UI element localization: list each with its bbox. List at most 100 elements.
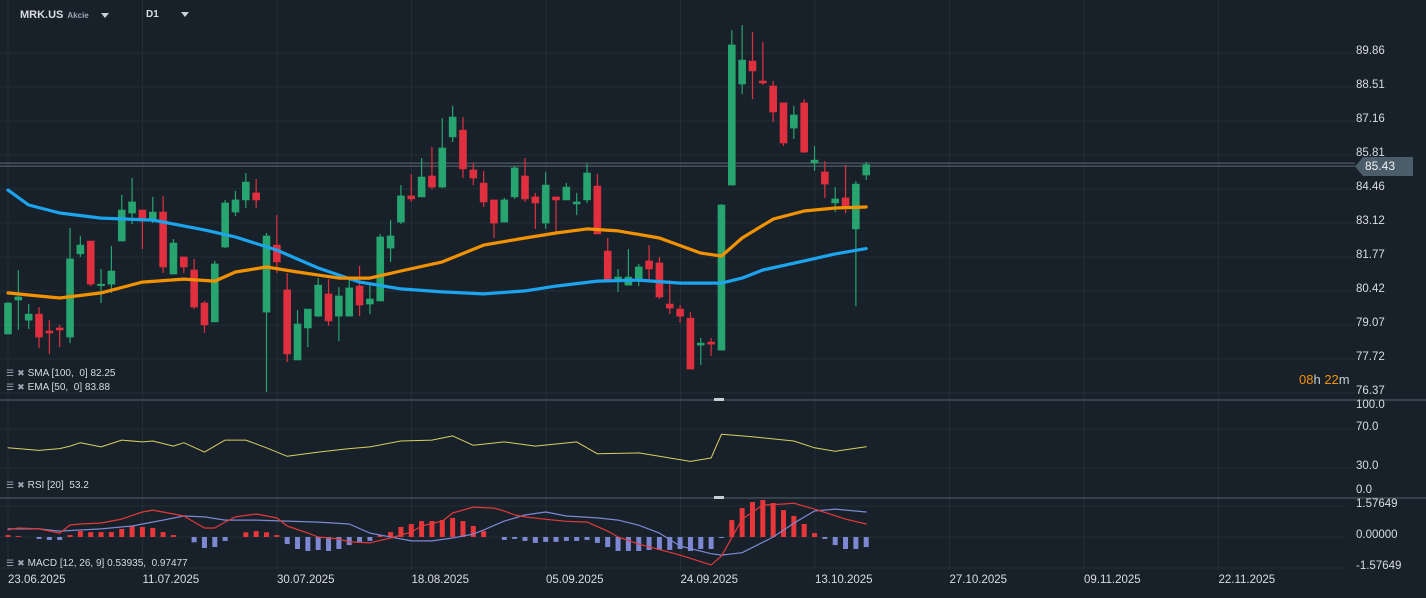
candle-body	[438, 147, 447, 188]
timeframe-label: D1	[146, 9, 159, 20]
candle	[242, 172, 250, 209]
price-axis-label: 85.81	[1356, 147, 1385, 159]
candle	[769, 80, 777, 123]
candle	[438, 118, 447, 189]
date-axis-label: 23.06.2025	[8, 574, 66, 586]
date-axis-label: 13.10.2025	[815, 574, 873, 586]
date-axis-label: 30.07.2025	[277, 574, 335, 586]
candle-countdown: 08h 22m	[1299, 372, 1350, 387]
candle	[583, 163, 591, 203]
macd-histogram-bar	[5, 535, 11, 537]
timeframe-selector[interactable]: D1	[146, 9, 189, 20]
candle	[128, 178, 136, 225]
candle-body	[55, 327, 64, 331]
settings-icon[interactable]: ☰	[6, 480, 15, 490]
ema-legend[interactable]: ☰ ✖ EMA [50, 0] 83.88	[6, 382, 110, 393]
candle	[97, 268, 105, 304]
candle-body	[510, 167, 519, 198]
macd-histogram-bar	[326, 537, 332, 551]
candle-body	[769, 85, 777, 113]
macd-histogram-bar	[532, 537, 538, 543]
candle-body	[345, 287, 354, 317]
macd-histogram-bar	[832, 537, 838, 546]
macd-histogram-bar	[191, 537, 197, 543]
candle	[190, 258, 198, 310]
macd-histogram-bar	[336, 537, 342, 549]
candle	[107, 246, 116, 293]
macd-legend-label: MACD [12, 26, 9] 0.53935, 0.97477	[27, 558, 188, 569]
macd-histogram-bar	[222, 537, 228, 541]
macd-histogram-bar	[315, 537, 321, 550]
candle-body	[665, 303, 674, 309]
candle-body	[727, 44, 736, 186]
rsi-legend[interactable]: ☰ ✖ RSI [20] 53.2	[6, 480, 89, 491]
macd-histogram-bar	[357, 537, 363, 543]
candle-body	[707, 341, 715, 345]
candle	[852, 181, 860, 307]
macd-histogram-bar	[305, 537, 311, 551]
macd-histogram-bar	[563, 537, 569, 541]
close-icon[interactable]: ✖	[17, 368, 25, 378]
price-axis-label: 89.86	[1356, 45, 1385, 57]
countdown-minutes: 22	[1324, 372, 1339, 387]
candle	[686, 312, 695, 370]
close-icon[interactable]: ✖	[17, 382, 25, 392]
pane-resize-handle	[714, 496, 724, 499]
candle-body	[252, 192, 260, 201]
settings-icon[interactable]: ☰	[6, 368, 15, 378]
candle-body	[262, 235, 271, 313]
macd-histogram-bar	[625, 537, 631, 551]
close-icon[interactable]: ✖	[17, 480, 25, 490]
close-icon[interactable]: ✖	[17, 558, 25, 568]
candle	[562, 183, 571, 201]
settings-icon[interactable]: ☰	[6, 558, 15, 568]
macd-histogram-bar	[253, 531, 259, 537]
candle	[676, 305, 684, 323]
macd-histogram-bar	[201, 537, 207, 549]
macd-histogram-bar	[801, 524, 807, 537]
candle-body	[562, 186, 571, 201]
macd-histogram-bar	[367, 537, 373, 541]
candle	[293, 310, 302, 361]
macd-histogram-bar	[346, 537, 352, 546]
candle-body	[200, 302, 209, 326]
sma-legend[interactable]: ☰ ✖ SMA [100, 0] 82.25	[6, 368, 115, 379]
candle-body	[117, 209, 126, 242]
candle-body	[831, 198, 840, 204]
macd-histogram-bar	[119, 528, 125, 537]
candle	[738, 25, 746, 95]
symbol-selector[interactable]: MRK.US Akcie	[20, 9, 109, 21]
candle-body	[531, 196, 540, 204]
candle-body	[97, 283, 105, 286]
candle-body	[634, 266, 643, 281]
macd-histogram-bar	[760, 500, 766, 537]
macd-histogram-bar	[574, 537, 580, 541]
candle	[262, 232, 271, 392]
macd-histogram-bar	[139, 526, 145, 537]
candle	[717, 203, 726, 351]
candle	[521, 158, 529, 202]
macd-histogram-bar	[98, 532, 104, 537]
macd-line	[7, 502, 867, 566]
macd-histogram-bar	[460, 521, 466, 537]
candle	[655, 256, 664, 299]
macd-axis-label: 0.00000	[1356, 529, 1398, 541]
candle	[593, 173, 602, 235]
candle-body	[159, 211, 167, 268]
settings-icon[interactable]: ☰	[6, 382, 15, 392]
macd-histogram-bar	[388, 532, 394, 537]
macd-histogram-bar	[398, 526, 404, 537]
candle-body	[107, 270, 116, 285]
candle-body	[335, 295, 343, 317]
candle	[138, 209, 147, 250]
candle	[696, 338, 705, 366]
macd-histogram-bar	[667, 537, 673, 550]
candle-body	[593, 185, 602, 235]
candle-body	[759, 80, 767, 84]
macd-legend[interactable]: ☰ ✖ MACD [12, 26, 9] 0.53935, 0.97477	[6, 558, 188, 569]
rsi-axis-label: 100.0	[1356, 399, 1385, 411]
macd-histogram-bar	[481, 531, 487, 537]
ema-legend-label: EMA [50, 0] 83.88	[27, 382, 110, 393]
macd-histogram-bar	[677, 537, 683, 549]
